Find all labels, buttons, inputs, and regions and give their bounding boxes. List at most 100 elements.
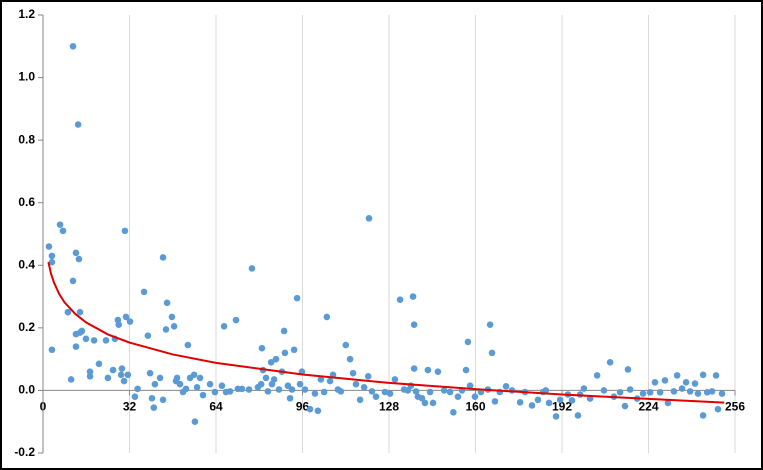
data-point — [151, 380, 159, 388]
data-point — [148, 394, 156, 402]
data-point — [464, 338, 472, 346]
data-point — [196, 374, 204, 382]
data-point — [193, 384, 201, 391]
data-point — [69, 42, 77, 50]
data-point — [117, 371, 125, 379]
data-point — [386, 390, 394, 397]
y-tick-label: 0.0 — [18, 383, 35, 397]
data-point — [173, 374, 181, 382]
data-point — [206, 380, 214, 388]
data-point — [346, 355, 354, 363]
data-point — [48, 346, 56, 354]
data-point — [257, 380, 265, 388]
x-tick-label: 64 — [209, 400, 223, 414]
data-point — [360, 384, 368, 391]
data-point — [311, 390, 319, 397]
data-point — [109, 366, 117, 374]
data-point — [102, 337, 110, 344]
data-point — [146, 369, 154, 377]
data-point — [699, 412, 707, 419]
data-point — [75, 255, 83, 263]
data-point — [409, 293, 417, 300]
data-point — [365, 215, 373, 222]
data-point — [270, 376, 278, 383]
data-point — [120, 377, 128, 385]
data-point — [466, 382, 474, 390]
data-point — [574, 412, 582, 419]
x-tick-label: 224 — [638, 400, 658, 414]
data-point — [163, 299, 171, 307]
y-tick-label: 0.8 — [18, 132, 35, 146]
data-point — [317, 376, 325, 383]
data-point — [545, 399, 553, 407]
data-point — [712, 372, 720, 379]
data-point — [364, 373, 372, 380]
data-point — [699, 371, 707, 379]
data-point — [86, 373, 94, 380]
data-point — [86, 368, 94, 375]
data-point — [286, 394, 294, 402]
data-point — [349, 369, 357, 377]
data-point — [258, 344, 266, 352]
data-point — [218, 382, 226, 390]
data-point — [220, 322, 228, 330]
data-point — [368, 388, 376, 395]
data-point — [462, 366, 470, 374]
data-point — [76, 308, 84, 316]
data-point — [288, 386, 296, 393]
data-point — [381, 388, 389, 396]
data-point — [72, 249, 80, 257]
y-tick-label: 1.0 — [18, 70, 35, 84]
data-point — [226, 388, 234, 395]
data-point — [708, 388, 716, 395]
data-point — [418, 394, 426, 402]
data-point — [656, 389, 664, 396]
data-point — [593, 372, 601, 379]
data-point — [491, 398, 499, 405]
data-point — [306, 405, 314, 413]
data-point — [502, 383, 510, 390]
data-point — [651, 378, 659, 386]
data-point — [56, 221, 64, 228]
data-point — [454, 393, 462, 400]
y-tick-label: 1.2 — [18, 7, 35, 21]
data-point — [410, 321, 418, 329]
data-point — [440, 387, 448, 394]
data-point — [301, 386, 309, 393]
data-point — [616, 389, 624, 396]
data-point — [337, 388, 345, 395]
x-tick-label: 192 — [552, 400, 572, 414]
data-point — [580, 385, 588, 392]
data-point — [296, 380, 304, 388]
data-point — [199, 391, 207, 399]
data-point — [275, 386, 283, 393]
data-point — [516, 399, 524, 406]
x-tick-label: 128 — [379, 400, 399, 414]
data-point — [245, 386, 253, 393]
data-point — [542, 387, 550, 394]
x-tick-label: 96 — [296, 400, 310, 414]
data-point — [131, 393, 139, 400]
y-tick-label: -0.2 — [14, 445, 35, 459]
data-point — [682, 378, 690, 386]
data-point — [162, 326, 170, 333]
data-point — [134, 385, 141, 393]
data-point — [424, 366, 432, 374]
data-point — [426, 388, 434, 396]
data-point — [211, 388, 219, 396]
data-point — [248, 265, 256, 272]
data-point — [421, 399, 429, 407]
data-point — [122, 313, 130, 321]
data-point — [190, 371, 198, 379]
data-point — [150, 404, 158, 411]
data-point — [486, 321, 494, 329]
data-point — [159, 396, 167, 404]
data-point — [264, 388, 272, 395]
data-point — [74, 121, 82, 128]
data-point — [621, 402, 629, 410]
data-point — [626, 386, 634, 393]
data-point — [90, 337, 98, 344]
data-point — [488, 349, 496, 357]
